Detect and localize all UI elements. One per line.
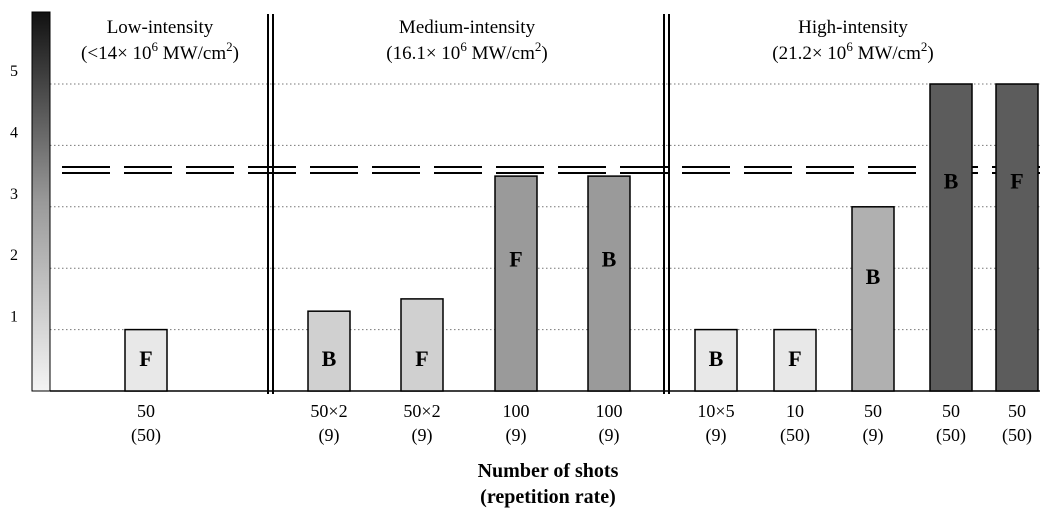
y-axis-ticks: 1 2 3 4 5 [10, 63, 18, 326]
threshold-line [62, 165, 1040, 174]
x-tick-shots: 10×5 [697, 401, 734, 421]
x-tick-rate: (9) [863, 425, 884, 446]
bar-label: B [709, 346, 724, 371]
x-tick-shots: 50×2 [310, 401, 347, 421]
x-tick-rate: (50) [780, 425, 810, 446]
x-tick-shots: 10 [786, 401, 804, 421]
x-axis-title-line2: (repetition rate) [480, 486, 616, 508]
scale-bar [31, 11, 51, 392]
group-subtitle: (21.2× 106 MW/cm2) [772, 39, 933, 64]
bar-label: F [509, 246, 522, 271]
bar-label: F [139, 346, 152, 371]
x-tick-rate: (9) [412, 425, 433, 446]
bar [995, 83, 1039, 392]
x-tick-shots: 50 [1008, 401, 1026, 421]
bar [307, 310, 351, 392]
x-tick-rate: (50) [1002, 425, 1032, 446]
x-tick-shots: 100 [503, 401, 530, 421]
x-tick-rate: (9) [319, 425, 340, 446]
x-tick-shots: 50 [942, 401, 960, 421]
bar-label: B [944, 168, 959, 193]
group-title: Low-intensity [107, 17, 214, 38]
bar [400, 298, 444, 392]
group-separators [267, 14, 670, 394]
y-tick-label: 1 [10, 309, 18, 326]
group-title: High-intensity [798, 17, 908, 38]
bar [773, 328, 817, 392]
group-subtitle: (16.1× 106 MW/cm2) [386, 39, 547, 64]
group-titles: Low-intensity(<14× 106 MW/cm2) Medium-int… [81, 17, 934, 64]
x-tick-rate: (9) [599, 425, 620, 446]
y-tick-label: 4 [10, 124, 18, 141]
bar [587, 175, 631, 392]
y-tick-label: 3 [10, 186, 18, 203]
bar [494, 175, 538, 392]
bar-label: F [415, 346, 428, 371]
x-axis-title: Number of shots (repetition rate) [478, 460, 619, 508]
bar-label: F [1010, 168, 1023, 193]
bar [124, 328, 168, 392]
y-tick-label: 5 [10, 63, 18, 80]
x-axis-title-line1: Number of shots [478, 460, 619, 482]
x-tick-shots: 100 [596, 401, 623, 421]
bars: F B F F B B F B B F [124, 83, 1039, 392]
bar-label: B [866, 264, 881, 289]
x-tick-shots: 50 [864, 401, 882, 421]
bar-label: B [602, 246, 617, 271]
bar [851, 206, 895, 392]
x-tick-rate: (9) [506, 425, 527, 446]
x-axis-ticks: 50 (50) 50×2 (9) 50×2 (9) 100 (9) 100 (9) 10×5 (9) 1… [131, 401, 1032, 446]
group-title: Medium-intensity [399, 17, 536, 38]
gradient-scale-bar [31, 11, 51, 392]
x-tick-rate: (50) [131, 425, 161, 446]
x-tick-shots: 50 [137, 401, 155, 421]
y-tick-label: 2 [10, 247, 18, 264]
x-tick-rate: (50) [936, 425, 966, 446]
bar-label: F [788, 346, 801, 371]
x-tick-shots: 50×2 [403, 401, 440, 421]
x-tick-rate: (9) [706, 425, 727, 446]
group-subtitle: (<14× 106 MW/cm2) [81, 39, 239, 64]
bar [929, 83, 973, 392]
bar-label: B [322, 346, 337, 371]
bar [694, 328, 738, 392]
